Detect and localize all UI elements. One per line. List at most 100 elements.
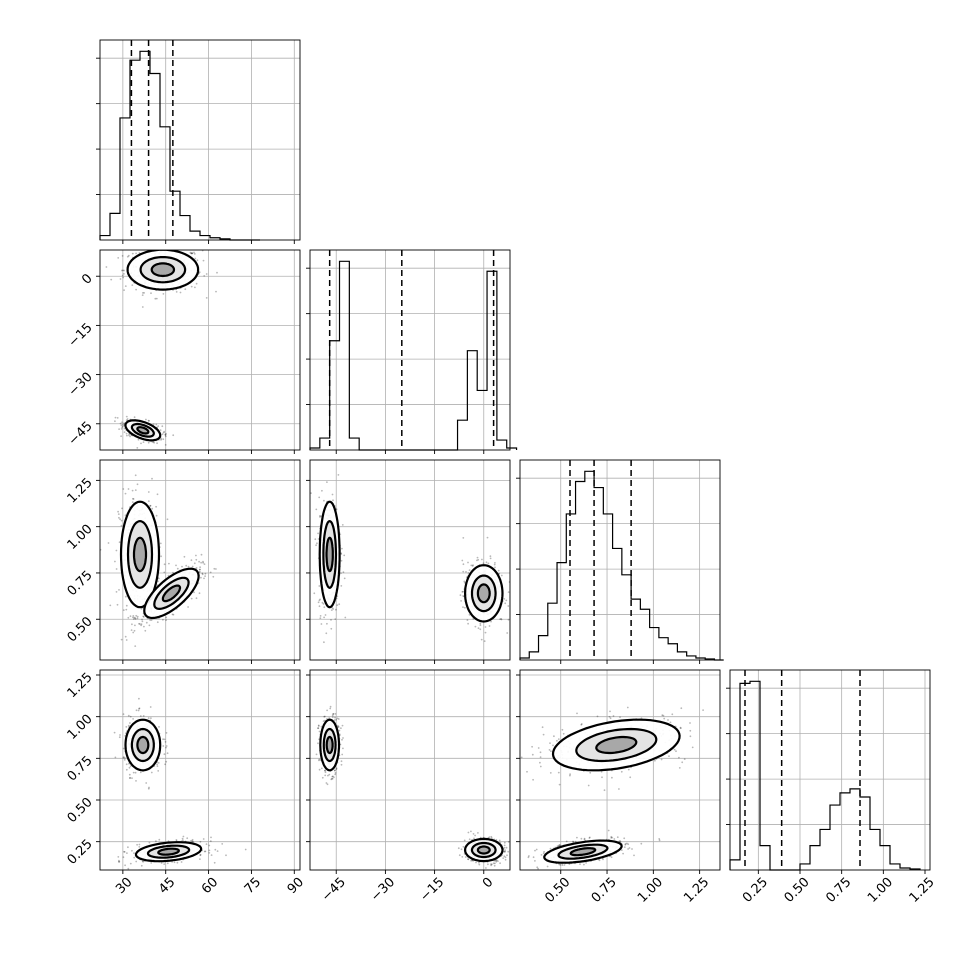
scatter-point <box>199 853 202 856</box>
scatter-point <box>124 492 127 495</box>
scatter-point <box>661 714 664 717</box>
scatter-point <box>520 756 523 759</box>
scatter-point <box>542 733 545 736</box>
density-contour <box>325 735 334 755</box>
density-level-fill <box>137 737 149 753</box>
scatter-point <box>198 271 201 274</box>
scatter-point <box>539 765 542 768</box>
scatter-point <box>191 838 194 841</box>
scatter-point <box>337 474 340 476</box>
scatter-point <box>182 839 184 842</box>
density-contour <box>150 262 176 278</box>
scatter-point <box>114 416 117 419</box>
scatter-point <box>131 489 134 492</box>
density-level-fill <box>477 584 490 603</box>
scatter-point <box>532 778 534 781</box>
scatter-point <box>129 722 131 724</box>
scatter-point <box>318 759 320 762</box>
scatter-point <box>204 572 207 575</box>
scatter-point <box>675 750 677 753</box>
scatter-point <box>129 615 132 618</box>
scatter-point <box>122 488 125 490</box>
scatter-point <box>490 864 492 867</box>
scatter-point <box>157 762 160 764</box>
scatter-point <box>691 746 694 749</box>
scatter-point <box>558 844 561 846</box>
scatter-point <box>327 774 329 777</box>
scatter-point <box>150 862 153 864</box>
scatter-point <box>133 616 136 619</box>
scatter-point <box>196 259 199 262</box>
scatter-point <box>558 844 561 846</box>
scatter-point <box>147 787 150 790</box>
scatter-point <box>121 274 124 277</box>
scatter-point <box>541 726 544 729</box>
scatter-point <box>163 738 166 741</box>
scatter-point <box>673 748 676 751</box>
scatter-point <box>132 616 134 619</box>
scatter-point <box>156 493 159 496</box>
scatter-point <box>333 776 335 779</box>
scatter-point <box>190 252 193 255</box>
scatter-point <box>128 434 130 437</box>
scatter-point <box>315 753 318 756</box>
scatter-point <box>616 836 619 839</box>
scatter-point <box>550 750 552 753</box>
scatter-point <box>678 756 680 759</box>
scatter-point <box>202 259 205 262</box>
scatter-point <box>678 767 681 769</box>
scatter-point <box>208 852 211 854</box>
scatter-point <box>110 278 113 281</box>
scatter-point <box>118 541 121 544</box>
scatter-point <box>142 292 144 294</box>
scatter-point <box>557 771 560 774</box>
density-level-fill <box>151 263 174 276</box>
density-level-fill <box>137 427 149 434</box>
scatter-point <box>202 561 205 564</box>
scatter-point <box>165 619 168 621</box>
scatter-point <box>109 604 112 607</box>
scatter-point <box>136 483 139 486</box>
scatter-point <box>466 619 469 621</box>
scatter-point <box>333 769 336 772</box>
scatter-point <box>477 558 480 561</box>
scatter-point <box>320 767 323 770</box>
scatter-point <box>141 860 144 863</box>
scatter-point <box>153 441 156 444</box>
scatter-point <box>128 433 131 435</box>
scatter-point <box>140 623 143 625</box>
scatter-point <box>166 862 169 865</box>
scatter-point <box>548 749 551 751</box>
scatter-point <box>341 724 344 727</box>
scatter-point <box>129 765 132 767</box>
scatter-point <box>131 849 133 852</box>
scatter-point <box>164 763 167 766</box>
scatter-point <box>159 429 162 431</box>
scatter-point <box>457 847 460 850</box>
scatter-point <box>336 717 339 720</box>
scatter-point <box>500 618 502 620</box>
scatter-point <box>117 257 120 259</box>
scatter-point <box>123 289 125 291</box>
scatter-point <box>558 783 561 786</box>
scatter-point <box>490 863 492 866</box>
scatter-point <box>142 615 145 618</box>
scatter-point <box>507 618 510 621</box>
scatter-point <box>689 735 692 738</box>
scatter-point <box>105 266 108 268</box>
scatter-point <box>127 724 130 727</box>
scatter-point <box>470 564 473 567</box>
scatter-point <box>531 745 533 748</box>
scatter-point <box>190 285 193 288</box>
scatter-point <box>190 559 193 562</box>
scatter-point <box>157 770 160 772</box>
scatter-point <box>489 557 492 560</box>
panel-content <box>105 250 218 449</box>
scatter-point <box>137 438 140 441</box>
scatter-point <box>203 577 205 580</box>
scatter-point <box>132 771 135 774</box>
axes-frame <box>729 669 931 871</box>
scatter-point <box>475 861 477 864</box>
scatter-point <box>467 858 469 860</box>
scatter-point <box>335 767 338 770</box>
